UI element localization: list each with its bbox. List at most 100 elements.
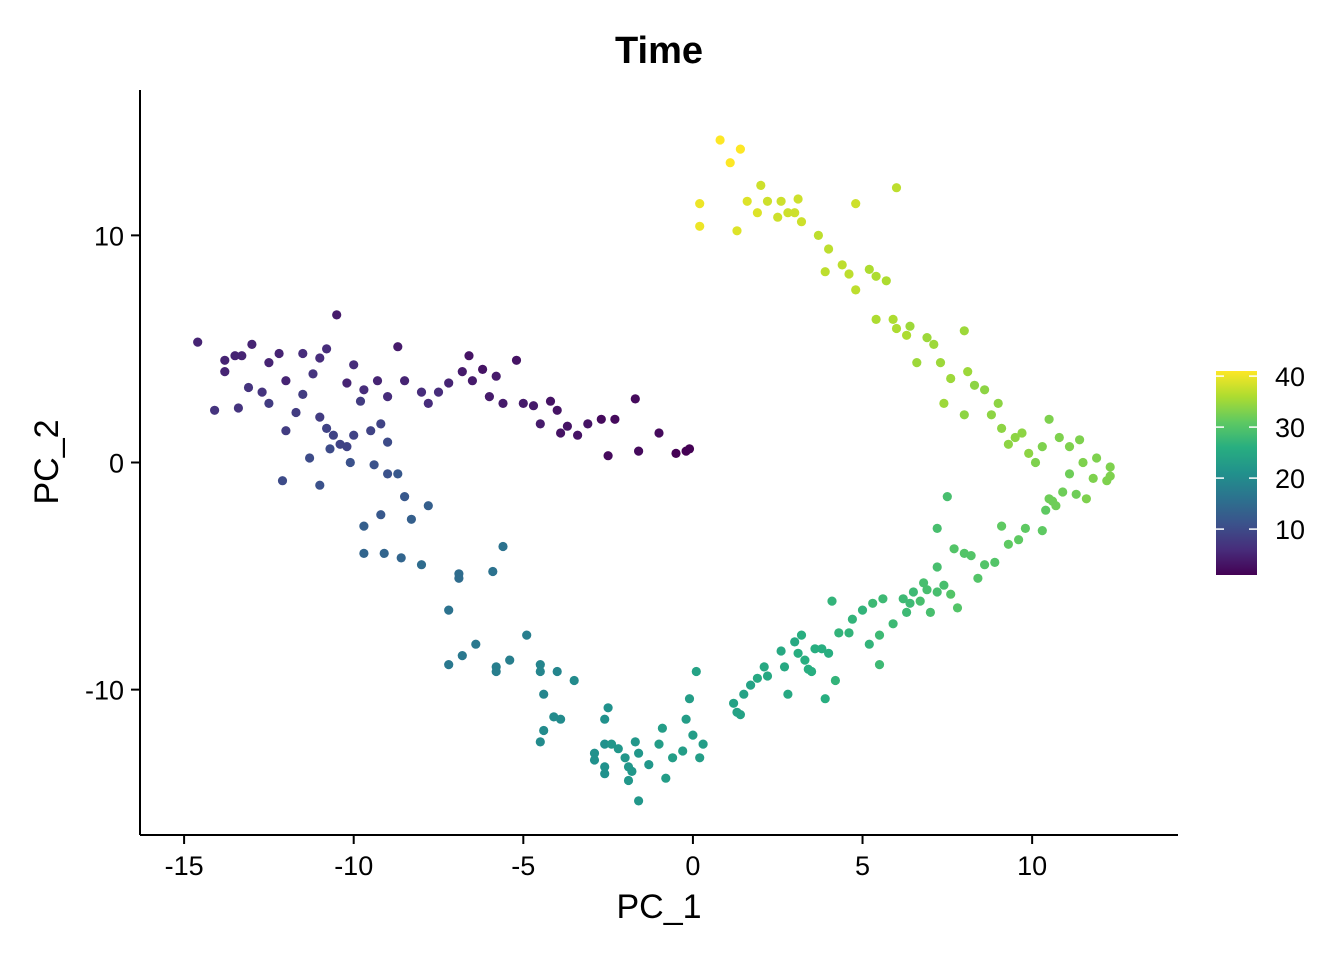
data-point — [359, 385, 369, 395]
data-point — [454, 573, 464, 583]
data-point — [1030, 457, 1041, 468]
data-point — [406, 514, 416, 524]
data-point — [416, 387, 427, 397]
colorbar-ticks: 10 20 30 40 — [1216, 362, 1305, 545]
data-point — [997, 521, 1007, 531]
data-point — [671, 448, 681, 458]
data-point — [783, 208, 793, 218]
data-point — [678, 746, 688, 756]
data-point — [752, 208, 763, 218]
data-point — [230, 351, 240, 361]
data-point — [739, 689, 749, 699]
data-point — [868, 598, 878, 608]
data-point — [511, 355, 522, 365]
data-point — [756, 180, 766, 190]
data-point — [864, 264, 874, 274]
data-point — [820, 694, 830, 704]
data-point — [966, 551, 976, 561]
data-point — [464, 351, 474, 361]
data-point — [277, 476, 288, 486]
data-point — [630, 737, 640, 747]
data-point — [935, 358, 946, 368]
data-point — [308, 369, 318, 379]
data-point — [569, 675, 579, 686]
data-point — [681, 714, 691, 724]
data-point — [800, 655, 810, 665]
data-point — [762, 671, 773, 681]
data-point — [528, 401, 539, 411]
data-point — [915, 596, 925, 606]
data-point — [905, 321, 915, 331]
data-point — [824, 244, 834, 254]
data-point — [423, 398, 433, 408]
data-point — [871, 314, 881, 324]
data-point — [623, 775, 634, 786]
data-point — [1075, 435, 1085, 445]
data-point — [898, 594, 908, 604]
data-point — [556, 428, 566, 438]
data-point — [600, 762, 610, 772]
data-point — [888, 314, 898, 324]
y-tick-label: 0 — [109, 449, 124, 479]
data-point — [986, 410, 997, 420]
data-point — [1014, 535, 1024, 545]
data-point — [874, 660, 885, 670]
data-point — [535, 419, 545, 429]
data-point — [589, 755, 600, 765]
data-point — [539, 725, 549, 736]
data-point — [729, 698, 739, 708]
data-point — [790, 208, 800, 218]
data-point — [790, 637, 800, 647]
data-point — [457, 367, 467, 377]
data-point — [932, 587, 942, 597]
data-point — [783, 689, 793, 699]
data-point — [657, 723, 668, 733]
data-point — [416, 560, 427, 570]
data-point — [1064, 442, 1075, 452]
data-point — [522, 630, 532, 640]
data-point — [491, 666, 501, 677]
y-axis-title: PC_2 — [28, 419, 66, 504]
data-point — [610, 414, 620, 424]
data-point — [573, 430, 583, 440]
data-point — [851, 285, 861, 295]
data-point — [688, 730, 698, 740]
data-point — [322, 423, 332, 433]
colorbar-tick-label: 30 — [1275, 413, 1305, 443]
data-point — [583, 419, 593, 429]
data-point — [668, 753, 678, 763]
data-point — [400, 376, 410, 386]
data-point — [644, 760, 654, 770]
data-point — [793, 648, 803, 658]
data-point — [264, 358, 274, 368]
data-point — [545, 396, 556, 406]
data-point — [752, 673, 763, 683]
data-point — [946, 373, 956, 384]
data-point — [776, 646, 786, 656]
data-point — [824, 648, 834, 658]
data-point — [847, 614, 858, 624]
data-point — [684, 694, 695, 704]
data-point — [851, 199, 861, 209]
data-point — [369, 460, 379, 470]
data-point — [922, 333, 932, 343]
data-point — [813, 230, 824, 240]
data-point — [247, 339, 257, 349]
data-point — [908, 587, 919, 597]
data-point — [698, 739, 708, 749]
data-point — [596, 414, 606, 424]
data-point — [654, 428, 664, 438]
data-point — [1017, 428, 1027, 438]
data-point — [457, 651, 467, 661]
data-point — [355, 396, 366, 406]
data-point — [993, 398, 1003, 408]
data-point — [396, 553, 406, 563]
data-point — [535, 660, 545, 670]
data-point — [328, 430, 338, 440]
data-point — [1041, 505, 1051, 515]
data-point — [325, 444, 335, 454]
data-point — [623, 762, 634, 772]
data-point — [484, 392, 494, 402]
data-point — [193, 337, 203, 347]
data-point — [620, 753, 630, 763]
